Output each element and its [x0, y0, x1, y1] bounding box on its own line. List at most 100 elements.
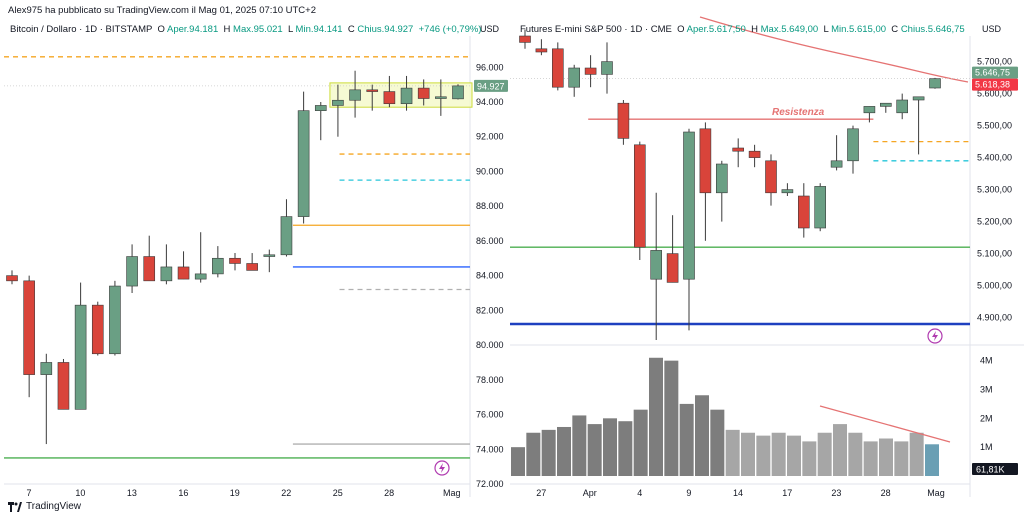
- left-x-tick: 22: [281, 488, 291, 498]
- right-candle-body: [535, 48, 548, 53]
- right-chart-header: Futures E-mini S&P 500 · 1D · CME O Aper…: [520, 24, 965, 35]
- left-y-tick: 88.000: [476, 201, 504, 211]
- right-candle-body: [715, 163, 728, 194]
- right-volume-bar: [848, 432, 863, 476]
- left-y-tick: 76.000: [476, 410, 504, 420]
- right-volume-bar: [879, 438, 893, 476]
- left-high-label: H: [223, 24, 231, 35]
- right-candle-body: [797, 195, 810, 229]
- left-x-tick: 19: [230, 488, 240, 498]
- left-candle-body: [74, 304, 87, 410]
- left-y-tick: 78.000: [476, 375, 504, 385]
- right-volume-bar: [863, 441, 878, 476]
- left-chart-header: Bitcoin / Dollaro · 1D · BITSTAMP O Aper…: [10, 24, 481, 35]
- left-x-tick: 28: [384, 488, 394, 498]
- right-volume-bar: [541, 429, 556, 476]
- right-volume-bar: [587, 424, 602, 476]
- right-volume-bar: [572, 415, 587, 476]
- left-y-tick: 94.000: [476, 97, 504, 107]
- left-candle-body: [229, 257, 241, 264]
- right-volume-bar: [771, 432, 786, 476]
- right-volume-bar: [679, 403, 694, 476]
- left-candle-body: [263, 254, 276, 257]
- right-y-tick: 5.000,00: [977, 281, 1012, 291]
- left-candle-body: [349, 89, 361, 101]
- right-volume-tick: 2M: [980, 413, 993, 423]
- right-x-tick: 27: [536, 488, 546, 498]
- left-currency-label: USD: [480, 24, 500, 34]
- right-volume-trendline: [819, 405, 951, 443]
- right-last-price-value: 5.646,75: [975, 68, 1010, 78]
- left-close-label: C: [347, 24, 355, 35]
- right-volume-bar: [710, 409, 725, 476]
- right-close-label: C: [891, 24, 899, 35]
- right-candle-body: [633, 144, 646, 248]
- right-volume-bar: [741, 432, 755, 476]
- right-volume-bar: [511, 447, 525, 476]
- right-y-tick: 5.400,00: [977, 153, 1012, 163]
- right-y-tick: 5.600,00: [977, 89, 1012, 99]
- right-candle-body: [699, 128, 712, 194]
- left-high: Max.95.021: [233, 24, 283, 35]
- right-volume-bar: [695, 395, 709, 476]
- publisher-line: Alex975 ha pubblicato su TradingView.com…: [8, 5, 316, 16]
- left-x-tick: 16: [178, 488, 188, 498]
- left-y-tick: 72.000: [476, 479, 504, 489]
- right-candle-body: [519, 35, 531, 43]
- right-candle-body: [551, 48, 564, 88]
- left-candle-body: [23, 280, 35, 375]
- right-volume-bar: [633, 409, 648, 476]
- right-y-tick: 5.300,00: [977, 185, 1012, 195]
- right-ma-price-tag: [972, 78, 1018, 91]
- right-candle-body: [601, 61, 613, 75]
- right-close: Chius.5.646,75: [900, 24, 965, 35]
- right-candle-body: [847, 128, 859, 162]
- right-volume-bar: [802, 441, 817, 476]
- right-x-tick: Mag: [927, 488, 945, 498]
- left-candle-body: [332, 99, 344, 106]
- right-x-tick: 9: [686, 488, 691, 498]
- left-y-tick: 84.000: [476, 271, 504, 281]
- tradingview-brand[interactable]: TradingView: [8, 501, 81, 512]
- right-volume-tick: 3M: [980, 384, 993, 394]
- right-candle-body: [568, 67, 581, 88]
- left-candle-body: [194, 273, 207, 280]
- right-volume-tag: [972, 463, 1018, 475]
- right-x-tick: Apr: [583, 488, 597, 498]
- right-volume-tick: 1M: [980, 442, 993, 452]
- left-candle-body: [91, 304, 104, 355]
- left-candle-body: [143, 256, 156, 282]
- left-y-tick: 74.000: [476, 444, 504, 454]
- right-volume-bar: [649, 357, 663, 476]
- left-candle-body: [314, 105, 327, 111]
- left-lightning-icon: [439, 463, 445, 473]
- left-y-tick: 80.000: [476, 340, 504, 350]
- right-high-label: H: [751, 24, 758, 35]
- right-volume-bar: [526, 432, 541, 476]
- left-y-tick: 96.000: [476, 62, 504, 72]
- right-volume-bar: [833, 424, 847, 476]
- left-y-tick: 82.000: [476, 305, 504, 315]
- right-candle-body: [683, 131, 695, 280]
- right-candle-body: [929, 78, 941, 89]
- right-volume-bar: [603, 418, 617, 476]
- left-candle-body: [246, 263, 258, 271]
- right-candle-body: [863, 106, 876, 114]
- right-y-tick: 5.100,00: [977, 249, 1012, 259]
- left-candle-body: [417, 87, 430, 99]
- right-y-tick: 5.500,00: [977, 121, 1012, 131]
- right-candle-body: [584, 67, 597, 75]
- right-x-tick: 17: [782, 488, 792, 498]
- right-candle-body: [650, 250, 663, 280]
- right-volume-tick: 4M: [980, 356, 993, 366]
- left-candle-body: [400, 87, 413, 105]
- left-close: Chius.94.927: [357, 24, 414, 35]
- left-open: Aper.94.181: [166, 24, 219, 35]
- right-candle-body: [781, 189, 794, 194]
- right-volume-bar: [787, 435, 801, 476]
- right-candle-body: [666, 253, 679, 283]
- right-ma-price-value: 5.618,38: [975, 80, 1010, 90]
- left-candle-body: [435, 96, 447, 99]
- right-volume-bar: [618, 421, 633, 476]
- left-last-price-tag: [474, 79, 508, 92]
